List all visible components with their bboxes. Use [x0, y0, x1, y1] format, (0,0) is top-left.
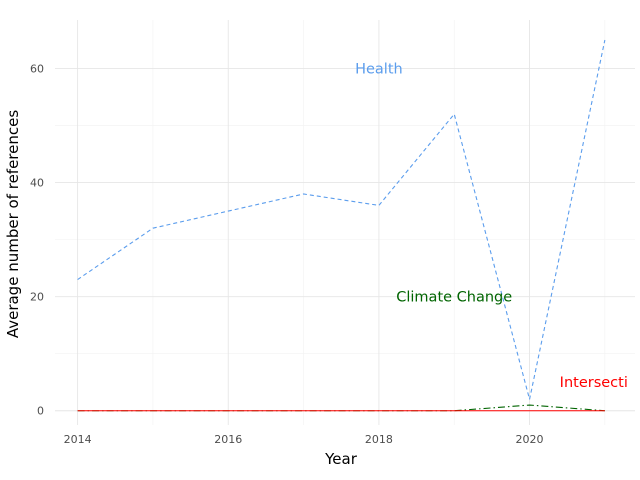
series-label-intersection: Intersecti [560, 375, 628, 391]
plot-panel [55, 20, 635, 425]
x-tick-label: 2016 [214, 433, 242, 446]
series-labels: Health Climate Change Intersecti [355, 61, 628, 391]
y-axis-title: Average number of references [4, 110, 22, 339]
x-tick-label: 2018 [365, 433, 393, 446]
series-line-health [77, 39, 606, 400]
series-label-climate-change: Climate Change [396, 290, 512, 306]
x-axis-title: Year [324, 450, 358, 468]
series-label-health: Health [355, 61, 403, 77]
y-axis-ticks: 0 20 40 60 [30, 62, 44, 417]
y-tick-label: 40 [30, 177, 44, 190]
y-tick-label: 60 [30, 62, 44, 75]
minor-gridlines [55, 20, 635, 425]
series-lines [77, 39, 606, 412]
x-tick-label: 2020 [516, 433, 544, 446]
y-tick-label: 20 [30, 291, 44, 304]
y-tick-label: 0 [37, 405, 44, 418]
major-gridlines [55, 20, 635, 425]
x-tick-label: 2014 [64, 433, 92, 446]
x-axis-ticks: 2014 2016 2018 2020 [64, 433, 544, 446]
